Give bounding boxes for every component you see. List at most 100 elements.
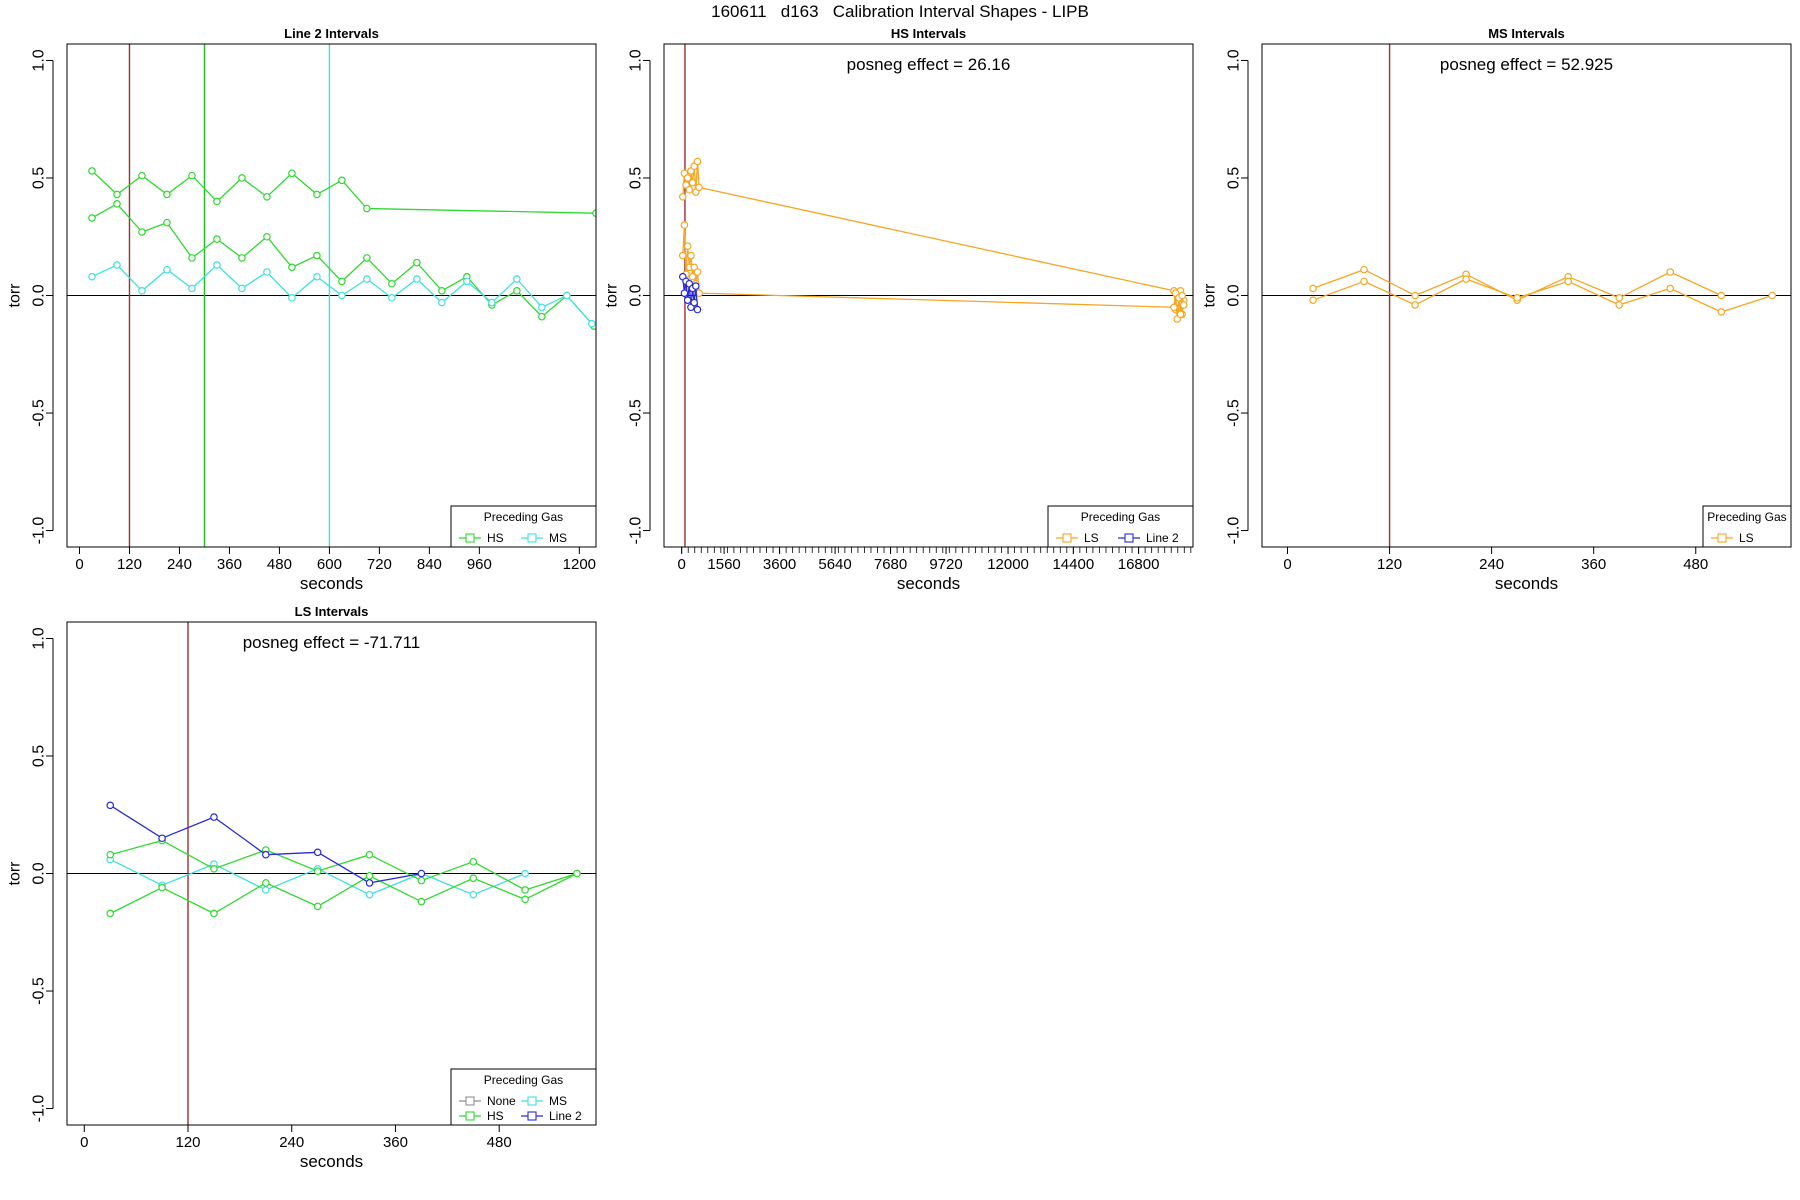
data-point [238,284,246,293]
data-point [338,277,346,286]
x-tick-label: 960 [467,556,492,573]
data-point [488,298,496,307]
data-point [313,848,322,857]
chart-panel-line2: Line 2 Intervals -1.0 -0.5 0.0 0.5 1.0 torr 0 12… [7,26,597,593]
x-tick-label: 9720 [929,556,962,573]
x-tick-label: 360 [217,556,242,573]
data-point [188,254,196,262]
legend-entry-label: Line 2 [1146,531,1179,545]
y-tick-label: 0.0 [1226,284,1243,306]
series-line-hs [109,872,578,915]
data-point [88,214,96,222]
data-point [469,890,478,899]
data-point [521,869,529,878]
y-axis-label: torr [604,283,621,308]
data-point [213,235,221,243]
data-point [1176,310,1185,319]
chart-panel-hs: HS Intervals -1.0 -0.5 0.0 0.5 1.0 torr 0 1560 36… [604,26,1194,593]
data-point [538,303,546,312]
x-tick-label: 840 [417,556,442,573]
data-point [138,228,146,236]
data-point [113,200,121,208]
x-tick-label: 240 [1479,556,1504,573]
x-tick-label: 720 [367,556,392,573]
data-point [1411,291,1419,300]
y-tick-label: 1.0 [31,627,48,649]
legend-title: Preceding Gas [484,1073,563,1087]
x-axis-label: seconds [300,574,363,593]
data-point [693,305,702,314]
y-tick-label: 1.0 [1226,49,1243,71]
posneg-annotation: posneg effect = 52.925 [1440,55,1613,74]
data-point [680,221,689,229]
data-point [438,298,446,307]
y-tick-label: 0.0 [31,284,48,306]
data-point [417,869,426,878]
data-point [678,251,687,260]
legend-entry-label: HS [487,531,504,545]
legend-swatch-marker [527,1096,537,1106]
data-point [338,291,346,300]
data-point [188,284,196,293]
x-tick-label: 0 [678,556,686,573]
legend-title: Preceding Gas [1081,510,1160,524]
data-point [163,218,171,227]
x-tick-label: 0 [80,1134,88,1151]
x-tick-label: 1200 [563,556,596,573]
data-point [513,275,521,283]
data-point [288,169,296,178]
series-line-ls [682,224,1185,320]
y-tick-label: -0.5 [31,399,48,427]
x-tick-label: 360 [383,1134,408,1151]
legend-swatch-marker [465,1111,475,1121]
data-point [138,286,146,295]
data-point [263,268,271,276]
data-point [690,298,698,307]
data-point [288,294,296,302]
data-point [685,185,694,194]
y-tick-label: 0.5 [31,167,48,189]
data-point [365,872,374,880]
legend: Preceding Gas LS Line 2 [1047,505,1194,548]
data-point [1179,301,1188,309]
data-point [365,850,374,859]
plot-area [1309,265,1777,316]
data-point [263,192,271,201]
data-point [563,291,571,300]
data-point [106,850,115,859]
data-point [687,251,695,260]
data-point [88,167,96,175]
posneg-annotation: posneg effect = 26.16 [847,55,1011,74]
data-point [210,864,218,873]
legend-entry-label: MS [549,531,567,545]
y-tick-label: 0.5 [628,167,645,189]
x-tick-label: 480 [1683,556,1708,573]
legend-entry-label: LS [1084,531,1099,545]
data-point [238,174,246,182]
data-point [313,251,321,260]
data-point [338,176,346,185]
legend-swatch-marker [527,1111,537,1121]
data-point [106,801,115,810]
x-tick-label: 0 [1283,556,1291,573]
data-point [313,190,321,199]
legend-swatch-marker [1062,533,1072,543]
data-point [288,263,296,272]
legend-title: Preceding Gas [1707,510,1786,524]
y-tick-label: 1.0 [628,49,645,71]
data-point [238,254,246,262]
data-point [573,869,581,878]
data-point [1170,303,1178,312]
x-tick-label: 14400 [1052,556,1094,573]
data-point [695,183,703,192]
x-tick-label: 0 [75,556,83,573]
series-line-hs [110,839,578,891]
data-point [365,890,374,899]
data-point [469,857,478,866]
data-point [1360,265,1368,274]
data-point [1615,294,1624,302]
x-tick-label: 480 [487,1134,512,1151]
x-tick-label: 240 [279,1134,304,1151]
legend: Preceding Gas LS [1702,505,1792,548]
panel-title: LS Intervals [295,604,369,619]
